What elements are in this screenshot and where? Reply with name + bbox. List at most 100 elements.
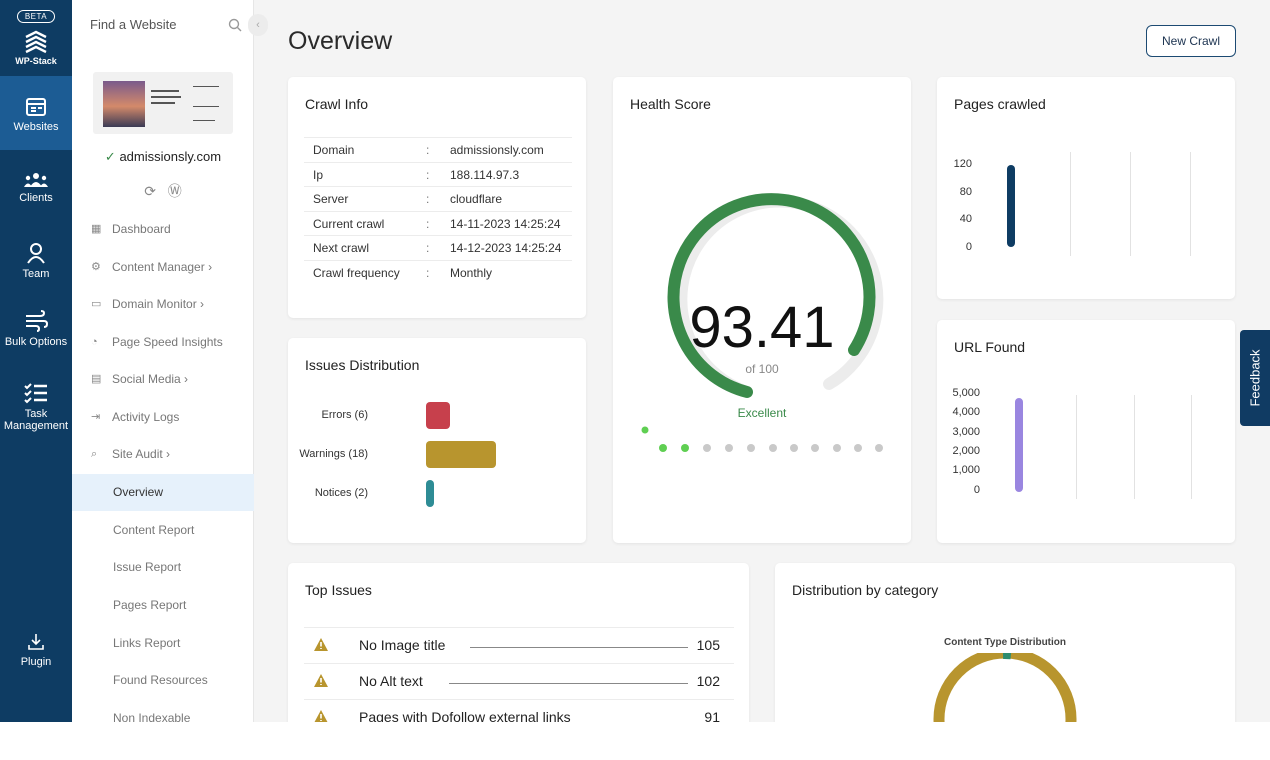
issue-bar[interactable] xyxy=(426,402,450,429)
rail-item-websites[interactable]: Websites xyxy=(0,76,72,150)
refresh-icon[interactable]: ⟳ xyxy=(144,183,157,199)
issues-distribution-title: Issues Distribution xyxy=(305,357,420,373)
distribution-donut[interactable] xyxy=(775,653,1235,722)
crawl-info-key: Current crawl xyxy=(313,216,385,231)
rail-label-team: Team xyxy=(22,268,50,280)
url-found-bar[interactable] xyxy=(1015,398,1023,492)
axis-tick-label: 0 xyxy=(973,483,980,496)
grid-line xyxy=(1191,395,1192,499)
site-name[interactable]: admissionsly.com xyxy=(119,149,222,164)
grid-line xyxy=(1190,152,1191,256)
search-icon[interactable] xyxy=(228,18,242,32)
rail-item-clients[interactable]: Clients xyxy=(0,172,72,204)
top-issue-name: No Image title xyxy=(359,637,446,653)
crawl-info-key: Ip xyxy=(313,167,324,182)
beta-badge: BETA xyxy=(16,10,56,23)
health-rating: Excellent xyxy=(737,406,787,420)
top-issue-row[interactable]: Pages with Dofollow external links 91 xyxy=(304,699,734,722)
axis-tick-label: 0 xyxy=(965,240,972,253)
issue-label: Errors (6) xyxy=(321,409,368,421)
top-issue-leader-line xyxy=(449,683,688,684)
subnav-pages-report[interactable]: Pages Report xyxy=(113,598,187,612)
website-thumbnail[interactable] xyxy=(93,72,233,134)
crawl-info-card: Crawl Info Domain: admissionsly.com Ip: 188… xyxy=(288,77,586,318)
crawl-info-row: Crawl frequency: Monthly xyxy=(304,259,572,284)
crawl-info-row: Current crawl: 14-11-2023 14:25:24 xyxy=(304,210,572,235)
rail-item-plugin[interactable]: Plugin xyxy=(0,632,72,668)
nav-domain-monitor[interactable]: ▭ Domain Monitor › xyxy=(72,286,254,323)
grid-line xyxy=(1070,152,1071,256)
nav-content-manager[interactable]: ⚙ Content Manager › xyxy=(72,249,254,286)
warning-icon xyxy=(314,674,328,687)
distribution-category-card: Distribution by category Content Type Di… xyxy=(775,563,1235,722)
issue-label: Warnings (18) xyxy=(299,448,368,460)
nav-label: Dashboard xyxy=(112,222,171,236)
rail-item-team[interactable]: Team xyxy=(0,242,72,280)
nav-page-speed-insights[interactable]: ◔ Page Speed Insights xyxy=(72,324,254,361)
monitor-icon: ▭ xyxy=(91,298,102,310)
rail-item-task-management[interactable]: Task Management xyxy=(0,382,72,432)
top-issue-name: No Alt text xyxy=(359,673,423,689)
nav-site-audit[interactable]: ⌕ Site Audit › xyxy=(72,436,254,473)
axis-tick-label: 4,000 xyxy=(952,406,980,419)
crawl-info-row: Next crawl: 14-12-2023 14:25:24 xyxy=(304,235,572,259)
crawl-info-title: Crawl Info xyxy=(305,96,369,112)
nav-activity-logs[interactable]: ⇥ Activity Logs xyxy=(72,399,254,436)
feedback-tab[interactable]: Feedback xyxy=(1240,330,1270,426)
health-score-max: of 100 xyxy=(745,362,779,376)
axis-tick-label: 80 xyxy=(959,185,972,198)
warning-icon xyxy=(314,638,328,651)
rail-label-task-management: Task Management xyxy=(3,408,69,432)
chevron-right-icon: › xyxy=(208,260,213,274)
chat-icon: ▤ xyxy=(91,373,102,385)
top-issue-count: 91 xyxy=(704,709,720,722)
axis-tick-label: 1,000 xyxy=(952,464,980,477)
group-icon xyxy=(24,173,48,187)
wp-stack-logo-icon xyxy=(25,30,47,54)
top-issue-row[interactable]: No Alt text 102 xyxy=(304,663,734,699)
distribution-category-title: Distribution by category xyxy=(792,582,939,598)
brand[interactable]: BETA WP-Stack xyxy=(0,6,72,66)
primary-rail: BETA WP-Stack Websites Clients Team Bulk… xyxy=(0,0,72,722)
site-name-row: ✓ admissionsly.com xyxy=(72,149,254,165)
speed-icon: ◔ xyxy=(91,336,98,348)
crawl-info-key: Domain xyxy=(313,143,355,157)
subnav-overview[interactable]: Overview xyxy=(72,474,254,511)
distribution-chart-title: Content Type Distribution xyxy=(943,637,1067,648)
new-crawl-button[interactable]: New Crawl xyxy=(1146,25,1236,57)
find-website-input[interactable]: Find a Website xyxy=(90,17,177,32)
brand-name: WP-Stack xyxy=(15,56,57,66)
subnav-links-report[interactable]: Links Report xyxy=(113,636,181,650)
crawl-info-row: Ip: 188.114.97.3 xyxy=(304,161,572,186)
top-issue-count: 102 xyxy=(696,673,720,689)
nav-label: Content Manager xyxy=(112,260,205,274)
rail-item-bulk-options[interactable]: Bulk Options xyxy=(0,310,72,348)
subnav-content-report[interactable]: Content Report xyxy=(113,523,195,537)
nav-social-media[interactable]: ▤ Social Media › xyxy=(72,361,254,398)
health-gauge xyxy=(641,193,884,452)
thumbnail-text xyxy=(151,102,175,104)
warning-icon xyxy=(314,710,328,722)
nav-label: Site Audit xyxy=(112,447,163,461)
issue-bar[interactable] xyxy=(426,441,496,468)
subnav-non-indexable[interactable]: Non Indexable xyxy=(113,711,191,722)
issue-bar[interactable] xyxy=(426,480,434,507)
team-icon xyxy=(27,243,45,264)
checklist-icon xyxy=(24,383,47,404)
wordpress-icon[interactable]: Ⓦ xyxy=(167,183,182,199)
top-issue-row[interactable]: No Image title 105 xyxy=(304,627,734,663)
subnav-found-resources[interactable]: Found Resources xyxy=(113,673,208,687)
feedback-label: Feedback xyxy=(1247,349,1263,407)
collapse-sidebar-button[interactable]: ‹ xyxy=(248,14,268,36)
log-icon: ⇥ xyxy=(91,411,101,423)
nav-dashboard[interactable]: ▦ Dashboard xyxy=(72,211,254,248)
crawl-info-value: 14-11-2023 14:25:24 xyxy=(450,216,561,231)
rail-label-clients: Clients xyxy=(19,192,53,204)
subnav-issue-report[interactable]: Issue Report xyxy=(113,560,182,574)
top-issue-leader-line xyxy=(470,647,688,648)
health-score-card: Health Score 93.41 of 100 Excellent xyxy=(613,77,911,543)
pages-crawled-card: Pages crawled 120 80 40 0 xyxy=(937,77,1235,299)
nav-label: Social Media xyxy=(112,372,181,386)
issue-label: Notices (2) xyxy=(314,487,368,499)
pages-crawled-bar[interactable] xyxy=(1007,165,1015,247)
